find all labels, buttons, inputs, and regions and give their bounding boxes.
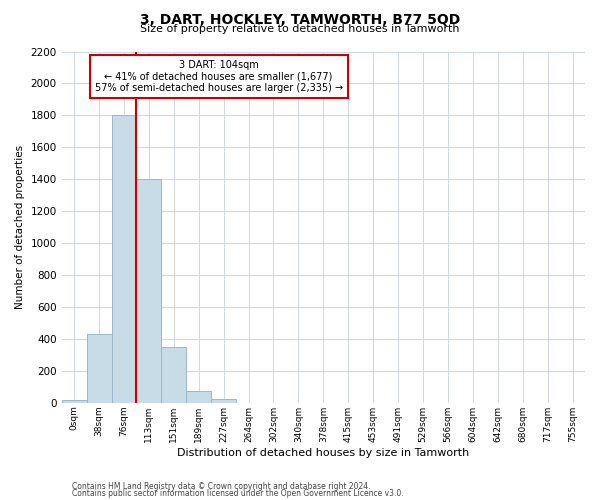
Bar (136, 179, 161, 403)
Text: 3 DART: 104sqm
← 41% of detached houses are smaller (1,677)
57% of semi-detached: 3 DART: 104sqm ← 41% of detached houses … (95, 60, 343, 94)
Text: 3, DART, HOCKLEY, TAMWORTH, B77 5QD: 3, DART, HOCKLEY, TAMWORTH, B77 5QD (140, 12, 460, 26)
Text: Contains HM Land Registry data © Crown copyright and database right 2024.: Contains HM Land Registry data © Crown c… (72, 482, 371, 491)
Bar (62, 400, 86, 403)
Bar (112, 116, 136, 403)
Bar (86, 334, 112, 403)
Text: Contains public sector information licensed under the Open Government Licence v3: Contains public sector information licen… (72, 490, 404, 498)
Bar (161, 347, 186, 403)
Bar (211, 399, 236, 403)
X-axis label: Distribution of detached houses by size in Tamworth: Distribution of detached houses by size … (177, 448, 469, 458)
Y-axis label: Number of detached properties: Number of detached properties (15, 145, 25, 309)
Text: Size of property relative to detached houses in Tamworth: Size of property relative to detached ho… (140, 24, 460, 34)
Bar (186, 391, 211, 403)
